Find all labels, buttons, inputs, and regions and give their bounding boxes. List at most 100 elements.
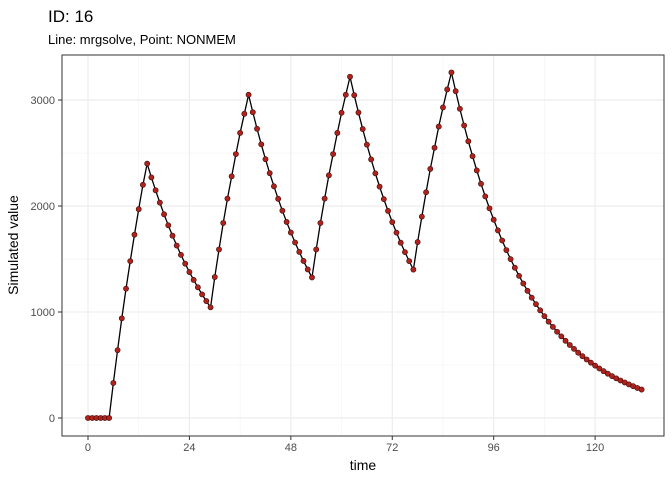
point bbox=[123, 285, 129, 292]
point bbox=[380, 196, 387, 203]
point bbox=[279, 207, 286, 214]
point bbox=[351, 92, 358, 99]
point bbox=[376, 183, 383, 190]
point bbox=[482, 193, 489, 200]
point bbox=[575, 349, 582, 356]
point bbox=[473, 167, 480, 174]
point bbox=[233, 151, 239, 157]
point bbox=[148, 174, 155, 181]
x-tick-label: 96 bbox=[488, 442, 500, 454]
grid bbox=[62, 55, 664, 436]
point bbox=[448, 69, 455, 76]
point bbox=[106, 415, 113, 421]
point bbox=[465, 138, 472, 145]
point bbox=[114, 347, 121, 354]
point bbox=[283, 219, 290, 225]
point bbox=[245, 91, 252, 98]
point bbox=[182, 260, 189, 267]
x-tick-label: 72 bbox=[386, 442, 398, 454]
point bbox=[503, 247, 510, 254]
point bbox=[587, 359, 594, 366]
x-tick-label: 48 bbox=[285, 442, 297, 454]
point bbox=[300, 258, 307, 264]
point bbox=[317, 220, 324, 226]
chart-subtitle: Line: mrgsolve, Point: NONMEM bbox=[48, 32, 236, 47]
point bbox=[435, 123, 442, 130]
point bbox=[144, 160, 151, 167]
y-tick-label: 0 bbox=[49, 413, 55, 425]
point bbox=[554, 328, 560, 335]
point bbox=[211, 274, 218, 280]
point bbox=[127, 258, 134, 265]
point bbox=[558, 333, 565, 340]
point bbox=[186, 269, 193, 275]
point bbox=[110, 380, 117, 386]
point bbox=[228, 173, 235, 180]
point bbox=[423, 189, 429, 196]
point bbox=[364, 141, 370, 148]
point bbox=[313, 246, 320, 253]
point bbox=[325, 172, 332, 179]
point bbox=[258, 141, 265, 148]
point bbox=[545, 318, 552, 325]
point bbox=[194, 284, 201, 291]
point bbox=[511, 264, 518, 271]
point bbox=[292, 239, 298, 246]
point bbox=[566, 342, 573, 348]
point bbox=[355, 109, 362, 116]
point bbox=[330, 151, 337, 157]
point bbox=[385, 207, 391, 214]
point bbox=[486, 205, 493, 212]
point bbox=[135, 206, 142, 213]
point bbox=[203, 298, 210, 304]
chart-title: ID: 16 bbox=[48, 7, 93, 26]
point bbox=[406, 258, 413, 265]
point bbox=[118, 315, 125, 322]
panel-border bbox=[61, 54, 665, 437]
point bbox=[444, 86, 451, 93]
point bbox=[169, 232, 176, 239]
point bbox=[304, 266, 311, 273]
point bbox=[216, 246, 222, 253]
point bbox=[140, 181, 146, 188]
point bbox=[431, 144, 438, 151]
point bbox=[478, 180, 484, 187]
point bbox=[537, 307, 544, 314]
y-tick-label: 1000 bbox=[31, 307, 55, 319]
x-tick-label: 24 bbox=[183, 442, 195, 454]
point bbox=[524, 287, 531, 294]
point bbox=[338, 109, 345, 116]
point bbox=[249, 109, 256, 116]
y-tick-label: 2000 bbox=[31, 201, 55, 213]
point bbox=[262, 156, 269, 163]
point bbox=[579, 353, 586, 360]
point bbox=[410, 266, 417, 273]
point bbox=[241, 110, 248, 117]
point bbox=[199, 291, 205, 298]
point bbox=[342, 91, 349, 98]
point bbox=[220, 220, 227, 226]
point bbox=[309, 274, 315, 281]
point bbox=[393, 229, 400, 236]
point bbox=[224, 195, 231, 202]
point bbox=[266, 170, 273, 177]
point bbox=[372, 170, 379, 177]
point bbox=[368, 156, 375, 163]
point bbox=[456, 105, 463, 112]
point bbox=[190, 276, 197, 283]
point bbox=[271, 183, 277, 190]
point bbox=[469, 153, 476, 160]
point bbox=[452, 88, 459, 95]
point bbox=[533, 301, 539, 308]
point bbox=[440, 104, 446, 111]
point bbox=[520, 280, 527, 287]
point bbox=[173, 242, 180, 249]
point bbox=[592, 362, 599, 369]
point bbox=[549, 323, 556, 330]
x-tick-label: 120 bbox=[586, 442, 604, 454]
point bbox=[600, 368, 607, 375]
point bbox=[254, 125, 260, 132]
point bbox=[397, 239, 404, 246]
